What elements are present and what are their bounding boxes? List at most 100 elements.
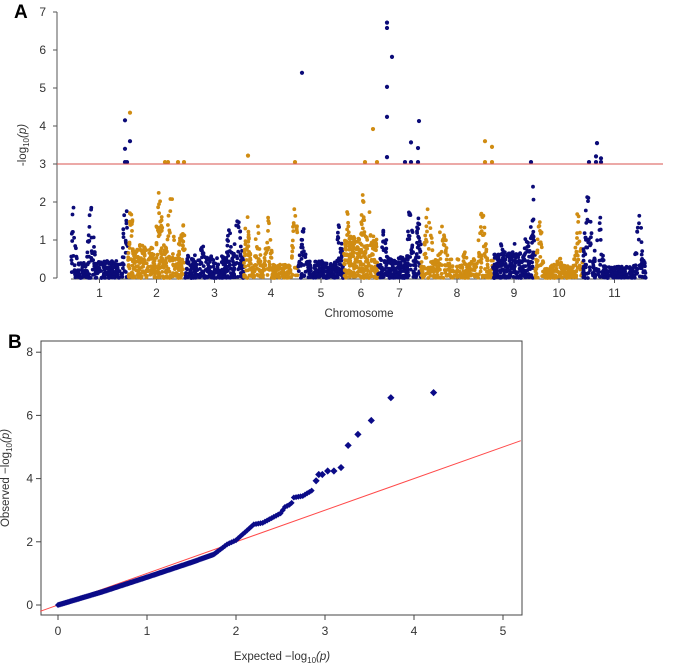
snp-point-chr2 — [137, 257, 141, 262]
snp-point-chr2 — [139, 276, 143, 280]
snp-point-chr11 — [584, 221, 589, 225]
snp-point-chr9 — [526, 260, 531, 265]
snp-point-chr1 — [90, 251, 94, 256]
snp-point-chr3 — [185, 257, 190, 261]
snp-point-chr8 — [436, 264, 441, 269]
snp-point-chr4 — [278, 262, 282, 267]
snp-point-chr11 — [599, 252, 604, 257]
significant-snp-point — [299, 70, 305, 75]
y-tick-label: 3 — [39, 157, 46, 171]
snp-point-chr6 — [353, 246, 358, 251]
snp-point-chr11 — [588, 243, 592, 248]
snp-point-chr5 — [305, 262, 310, 267]
snp-point-chr11 — [592, 268, 597, 273]
snp-point-chr4 — [268, 238, 273, 242]
snp-point-chr2 — [162, 252, 167, 257]
snp-point-chr3 — [187, 274, 192, 278]
snp-point-chr4 — [255, 272, 260, 277]
snp-point-chr6 — [350, 263, 355, 268]
significant-snp-point — [389, 54, 395, 59]
snp-point-chr4 — [253, 237, 258, 242]
snp-point-chr8 — [431, 269, 436, 274]
snp-point-chr7 — [389, 272, 393, 277]
snp-point-chr3 — [215, 256, 219, 261]
snp-point-chr10 — [549, 273, 553, 277]
snp-point-chr2 — [126, 263, 131, 267]
snp-point-chr3 — [192, 261, 196, 266]
snp-point-chr1 — [69, 270, 74, 274]
plot-frame-b — [40, 340, 523, 616]
snp-point-chr3 — [201, 251, 206, 256]
snp-point-chr7 — [396, 262, 401, 267]
snp-point-chr4 — [259, 263, 264, 267]
snp-point-chr1 — [84, 275, 89, 280]
snp-point-chr1 — [120, 271, 125, 276]
snp-point-chr3 — [204, 275, 209, 280]
snp-point-chr9 — [507, 275, 512, 279]
snp-point-chr11 — [598, 262, 603, 267]
snp-point-chr10 — [540, 262, 544, 266]
snp-point-chr1 — [70, 261, 74, 266]
snp-point-chr11 — [581, 258, 586, 263]
snp-point-chr9 — [510, 262, 514, 267]
snp-point-chr11 — [596, 267, 601, 272]
snp-point-chr10 — [565, 275, 570, 279]
snp-point-chr6 — [368, 243, 373, 248]
snp-point-chr8 — [424, 237, 428, 242]
snp-point-chr11 — [587, 237, 591, 242]
snp-point-chr11 — [616, 266, 620, 271]
snp-point-chr3 — [214, 270, 219, 275]
y-tick-label: 4 — [39, 119, 46, 133]
snp-point-chr3 — [186, 260, 191, 265]
snp-point-chr11 — [636, 237, 641, 242]
snp-point-chr6 — [365, 238, 370, 242]
snp-point-chr4 — [293, 273, 298, 278]
snp-point-chr5 — [328, 270, 332, 274]
snp-point-chr4 — [256, 231, 261, 236]
snp-point-chr2 — [156, 226, 161, 231]
snp-point-chr8 — [464, 268, 469, 273]
snp-point-chr4 — [267, 221, 271, 226]
snp-point-chr8 — [476, 259, 481, 264]
snp-point-chr8 — [485, 265, 490, 270]
x-tick-label: 2 — [153, 286, 160, 300]
snp-point-chr11 — [597, 221, 602, 226]
snp-point-chr7 — [407, 210, 411, 215]
snp-point-chr7 — [386, 256, 391, 261]
snp-point-chr7 — [413, 263, 418, 268]
snp-point-chr2 — [181, 267, 185, 272]
snp-point-chr2 — [134, 259, 139, 264]
snp-point-chr11 — [600, 257, 605, 262]
snp-point-chr10 — [538, 231, 543, 236]
snp-point-chr4 — [266, 215, 270, 220]
snp-point-chr5 — [296, 269, 301, 273]
snp-point-chr6 — [345, 210, 349, 214]
snp-point-chr8 — [439, 271, 444, 276]
snp-point-chr3 — [200, 269, 205, 274]
snp-point-chr4 — [290, 238, 295, 243]
snp-point-chr6 — [351, 237, 356, 241]
snp-point-chr8 — [428, 226, 433, 231]
snp-point-chr2 — [159, 223, 164, 228]
snp-point-chr4 — [286, 275, 291, 279]
qq-plot: B 0 1 2 3 4 5 0 2 4 6 8 Observed −log10(p) Expecte… — [0, 332, 523, 665]
snp-point-chr8 — [422, 242, 427, 247]
snp-point-chr4 — [261, 266, 266, 270]
snp-point-chr6 — [360, 250, 365, 255]
snp-point-chr8 — [430, 240, 434, 245]
snp-point-chr6 — [369, 274, 374, 279]
snp-point-chr4 — [242, 274, 247, 279]
snp-point-chr3 — [228, 231, 233, 236]
snp-point-chr5 — [335, 237, 340, 242]
snp-point-chr7 — [381, 232, 386, 237]
snp-point-chr6 — [348, 252, 352, 256]
snp-point-chr9 — [531, 229, 536, 234]
snp-point-chr11 — [592, 259, 597, 264]
snp-point-chr4 — [265, 267, 270, 271]
significant-snp-point — [245, 153, 251, 158]
x-tick-label: 4 — [411, 624, 418, 638]
snp-point-chr2 — [136, 264, 140, 268]
significant-snp-point — [384, 114, 390, 119]
snp-point-chr8 — [458, 273, 463, 278]
significant-snp-point — [362, 160, 368, 165]
